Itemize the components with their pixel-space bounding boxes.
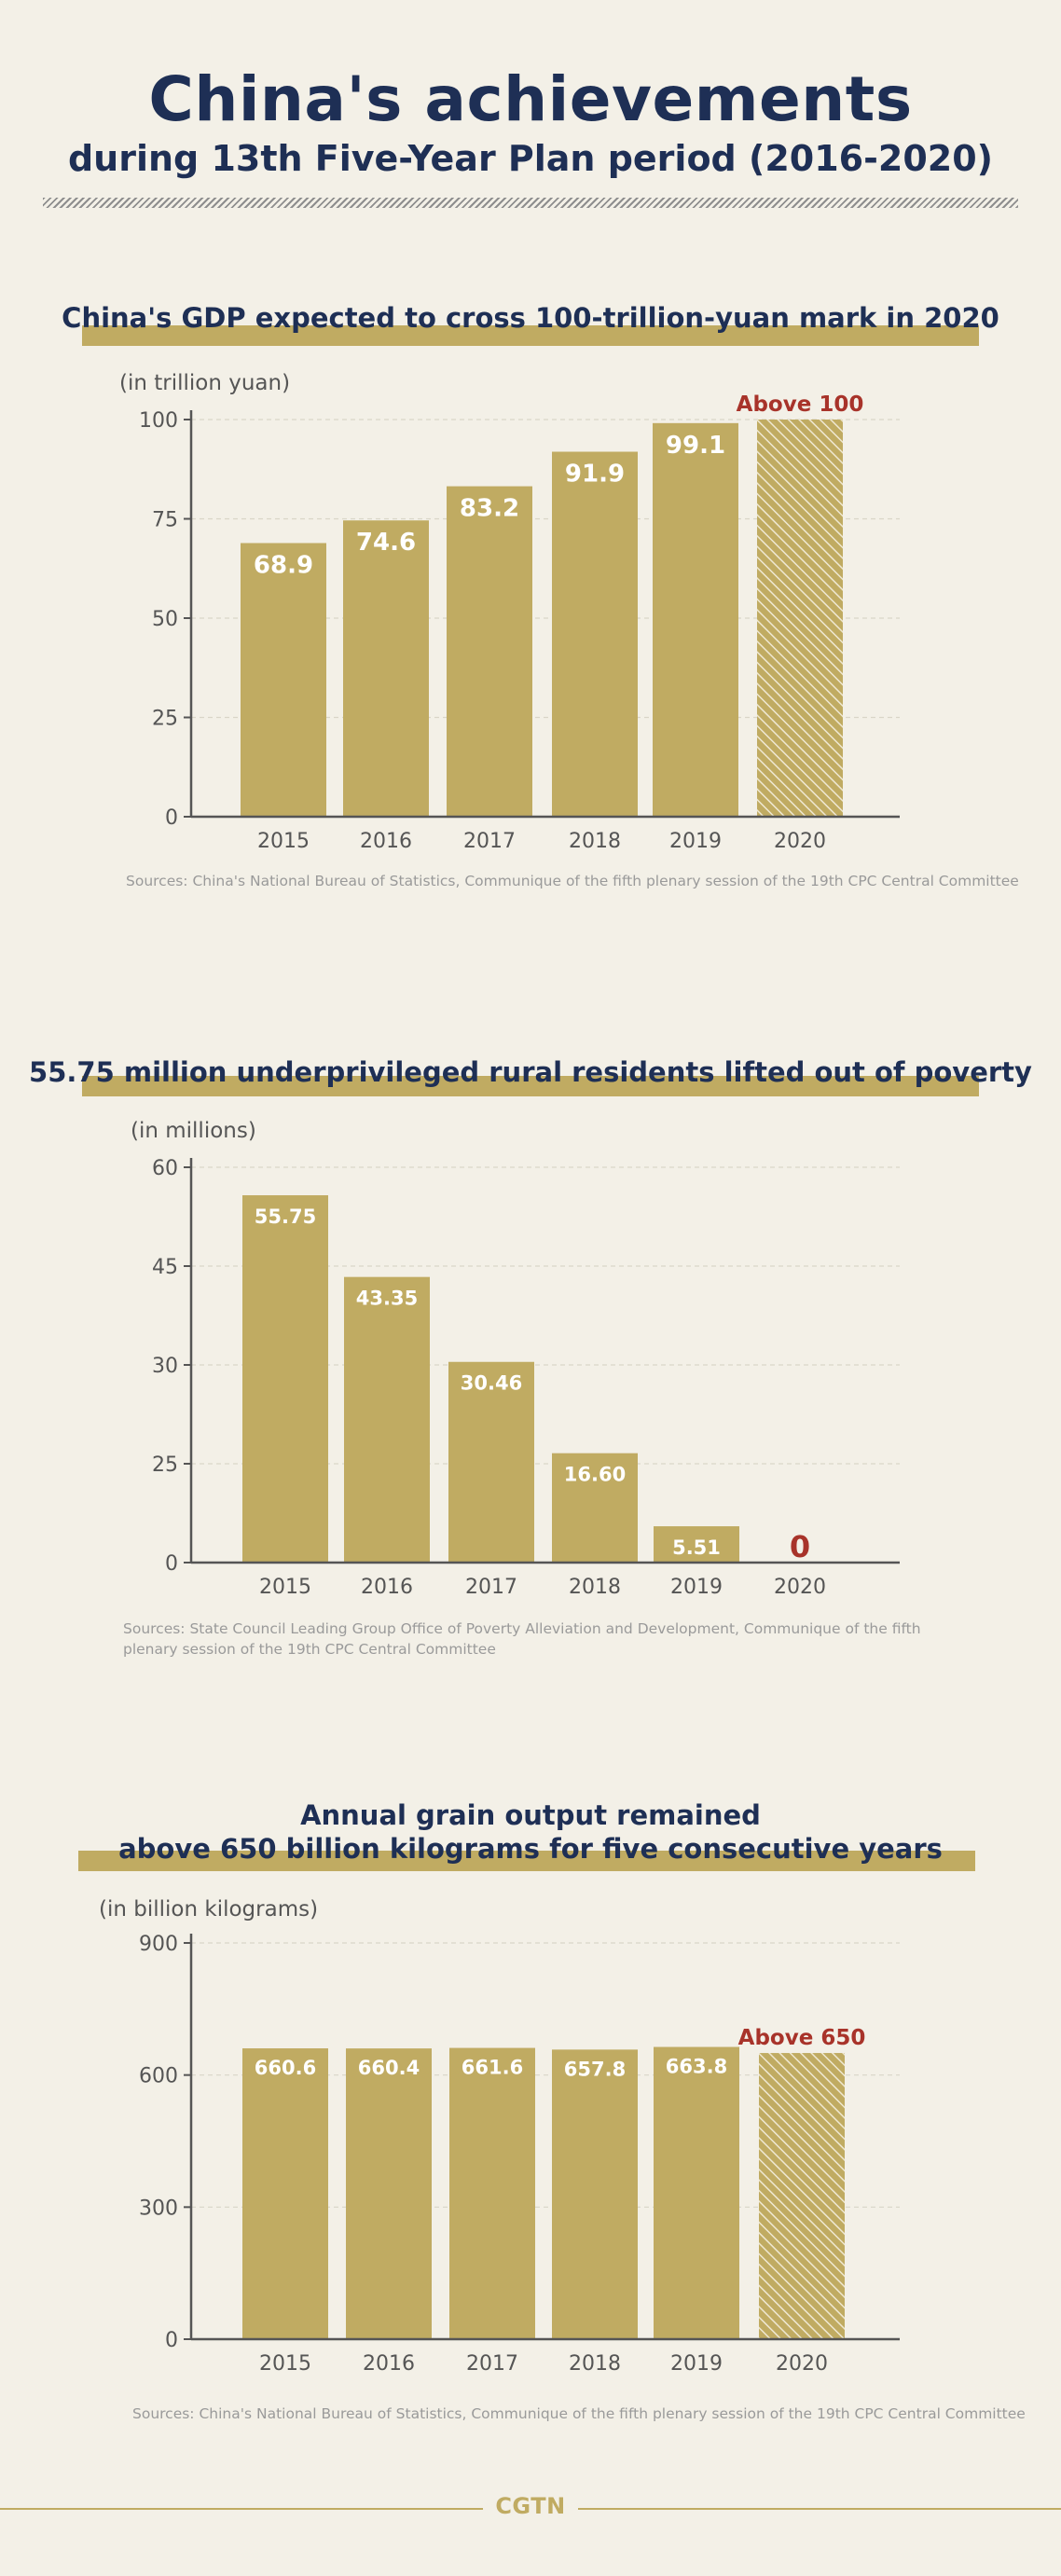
chart1-unit-label: (in trillion yuan): [119, 371, 291, 395]
bar-2016: [344, 1276, 430, 1563]
bar-2018: [552, 1453, 638, 1563]
y-tick-label: 25: [152, 708, 178, 731]
data-label-2019: 663.8: [666, 2056, 727, 2078]
chart2-title: 55.75 million underprivileged rural resi…: [29, 1056, 1032, 1088]
bar-2016: [346, 2048, 432, 2339]
y-tick-label: 0: [165, 1552, 178, 1576]
chart1-gdp-bar-chart: 0 25 50 75 100 68.9 2015 74.6 2016 83.2 2017 91.9 20…: [139, 393, 900, 853]
data-label-2019: 99.1: [666, 432, 725, 460]
x-tick-label: 2015: [257, 830, 310, 853]
x-tick-label: 2016: [363, 2352, 415, 2376]
page-title: China's achievements: [148, 63, 913, 135]
bar-2020: [757, 420, 843, 817]
chart1-title-band: [82, 325, 979, 346]
y-tick-label: 75: [152, 509, 178, 532]
bar-2020: [759, 2053, 845, 2339]
chart3-title-line1: Annual grain output remained: [300, 1799, 761, 1831]
x-tick-label: 2017: [466, 2352, 518, 2376]
x-tick-label: 2018: [569, 2352, 621, 2376]
y-tick-label: 25: [152, 1453, 178, 1477]
x-tick-label: 2019: [669, 830, 722, 853]
data-label-2015: 68.9: [254, 551, 313, 579]
data-label-2018: 16.60: [564, 1464, 626, 1486]
x-tick-label: 2018: [569, 1576, 621, 1599]
bar-2019: [654, 2046, 739, 2339]
x-tick-label: 2020: [776, 2352, 828, 2376]
data-label-2020: Above 100: [737, 393, 864, 417]
data-label-2017: 83.2: [460, 495, 519, 523]
x-tick-label: 2015: [259, 1576, 311, 1599]
x-tick-label: 2016: [360, 830, 412, 853]
data-label-2020: 0: [790, 1529, 810, 1564]
title-divider: [43, 198, 1018, 208]
y-tick-label: 900: [139, 1933, 178, 1956]
chart2-title-band: [82, 1076, 979, 1096]
bar-2017: [448, 1361, 534, 1563]
data-label-2018: 657.8: [564, 2058, 626, 2080]
chart1-title: China's GDP expected to cross 100-trilli…: [62, 302, 999, 334]
x-tick-label: 2017: [465, 1576, 517, 1599]
bar-2015: [242, 1195, 328, 1563]
bar-2018: [552, 2049, 638, 2339]
y-tick-label: 600: [139, 2065, 178, 2088]
bar-2015: [242, 2048, 328, 2339]
bar-2016: [343, 520, 429, 817]
y-tick-label: 50: [152, 608, 178, 631]
bar-2017: [449, 2047, 535, 2339]
chart3-grain-bar-chart: 0 300 600 900 660.6 2015 660.4 2016 661.6 2017 657…: [139, 1933, 900, 2376]
data-label-2019: 5.51: [672, 1536, 721, 1559]
bar-2019: [653, 422, 738, 817]
footer-rule-left: [0, 2508, 483, 2510]
data-label-2020: Above 650: [738, 2026, 866, 2050]
data-label-2015: 660.6: [255, 2057, 316, 2079]
x-tick-label: 2019: [670, 2352, 723, 2376]
y-tick-label: 300: [139, 2197, 178, 2220]
x-tick-label: 2016: [361, 1576, 413, 1599]
bar-2017: [447, 486, 532, 817]
data-label-2018: 91.9: [565, 461, 625, 489]
chart3-unit-label: (in billion kilograms): [99, 1897, 319, 1922]
x-tick-label: 2015: [259, 2352, 311, 2376]
chart2-source: Sources: State Council Leading Group Off…: [123, 1620, 921, 1658]
x-tick-label: 2020: [774, 1576, 826, 1599]
data-label-2016: 43.35: [356, 1288, 418, 1310]
x-tick-label: 2019: [670, 1576, 723, 1599]
data-label-2017: 661.6: [462, 2057, 523, 2079]
chart3-title-band: [78, 1851, 975, 1871]
y-tick-label: 45: [152, 1256, 178, 1279]
data-label-2017: 30.46: [461, 1372, 522, 1395]
data-label-2016: 74.6: [356, 529, 416, 557]
chart2-poverty-bar-chart: 0 25 30 45 60 55.75 2015 43.35 2016 30.46 2017 16.6…: [152, 1157, 900, 1599]
chart2-unit-label: (in millions): [131, 1119, 256, 1143]
data-label-2016: 660.4: [358, 2057, 420, 2079]
bar-2015: [241, 543, 326, 817]
chart1-source: Sources: China's National Bureau of Stat…: [126, 873, 1019, 889]
data-label-2015: 55.75: [255, 1205, 316, 1228]
bar-2018: [552, 451, 638, 817]
y-tick-label: 60: [152, 1157, 178, 1180]
y-tick-label: 0: [165, 806, 178, 830]
bar-2019: [654, 1526, 739, 1563]
footer-rule-right: [578, 2508, 1061, 2510]
x-tick-label: 2020: [774, 830, 826, 853]
chart3-source: Sources: China's National Bureau of Stat…: [132, 2405, 1026, 2422]
y-tick-label: 0: [165, 2329, 178, 2352]
x-tick-label: 2017: [463, 830, 516, 853]
page-subtitle: during 13th Five-Year Plan period (2016-…: [67, 138, 994, 179]
cgtn-logo: CGTN: [495, 2493, 566, 2519]
y-tick-label: 30: [152, 1355, 178, 1378]
chart3-title-line2: above 650 billion kilograms for five con…: [118, 1833, 943, 1865]
x-tick-label: 2018: [569, 830, 621, 853]
y-tick-label: 100: [139, 409, 178, 433]
